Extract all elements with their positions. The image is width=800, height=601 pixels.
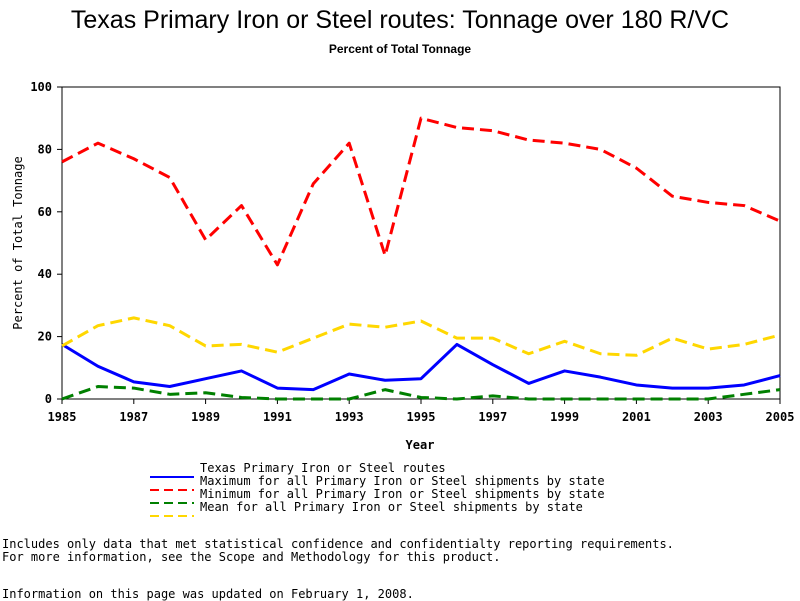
legend: Texas Primary Iron or Steel routes Maximu… <box>150 460 605 517</box>
note-updated: Information on this page was updated on … <box>2 587 414 601</box>
x-tick-label: 2001 <box>622 410 651 424</box>
y-tick-label: 0 <box>45 392 52 406</box>
legend-swatch <box>150 504 194 517</box>
legend-label: Mean for all Primary Iron or Steel shipm… <box>200 499 583 514</box>
y-axis: 0 20 40 60 80 100 <box>30 80 62 406</box>
series-line <box>61 385 781 401</box>
y-tick-label: 80 <box>38 142 52 156</box>
legend-swatch <box>150 478 194 491</box>
line-chart: 1985 1987 1989 1991 1993 1995 1997 1999 2001 2003… <box>11 80 795 452</box>
x-tick-label: 2003 <box>694 410 723 424</box>
legend-label: Texas Primary Iron or Steel routes <box>200 460 446 475</box>
series-line <box>61 342 781 392</box>
series-line <box>61 316 781 357</box>
y-tick-label: 60 <box>38 205 52 219</box>
y-tick-label: 100 <box>30 80 52 94</box>
x-tick-label: 2005 <box>766 410 795 424</box>
x-tick-label: 1995 <box>407 410 436 424</box>
legend-label: Minimum for all Primary Iron or Steel sh… <box>200 486 605 501</box>
legend-item: Mean for all Primary Iron or Steel shipm… <box>150 499 605 517</box>
y-tick-label: 40 <box>38 267 52 281</box>
chart-subtitle: Percent of Total Tonnage <box>328 42 472 56</box>
plot-frame <box>61 86 781 400</box>
x-tick-label: 1989 <box>191 410 220 424</box>
x-tick-label: 1999 <box>550 410 579 424</box>
y-tick-label: 20 <box>38 330 52 344</box>
legend-item: Minimum for all Primary Iron or Steel sh… <box>150 486 605 504</box>
x-tick-label: 1987 <box>119 410 148 424</box>
x-axis-label: Year <box>406 438 435 452</box>
legend-item: Maximum for all Primary Iron or Steel sh… <box>150 473 605 491</box>
chart-title: Texas Primary Iron or Steel routes: Tonn… <box>70 6 730 34</box>
y-axis-label: Percent of Total Tonnage <box>11 156 25 329</box>
legend-swatch <box>150 491 194 504</box>
x-tick-label: 1997 <box>478 410 507 424</box>
legend-label: Maximum for all Primary Iron or Steel sh… <box>200 473 605 488</box>
note-methodology: For more information, see the Scope and … <box>2 550 501 564</box>
note-confidence: Includes only data that met statistical … <box>2 537 674 551</box>
x-tick-label: 1985 <box>48 410 77 424</box>
x-tick-label: 1993 <box>335 410 364 424</box>
series-layer <box>61 116 781 401</box>
x-tick-label: 1991 <box>263 410 292 424</box>
legend-item: Texas Primary Iron or Steel routes <box>150 460 605 478</box>
legend-swatch <box>150 465 194 478</box>
series-line <box>61 116 781 267</box>
x-axis: 1985 1987 1989 1991 1993 1995 1997 1999 2001 2003… <box>48 399 795 424</box>
